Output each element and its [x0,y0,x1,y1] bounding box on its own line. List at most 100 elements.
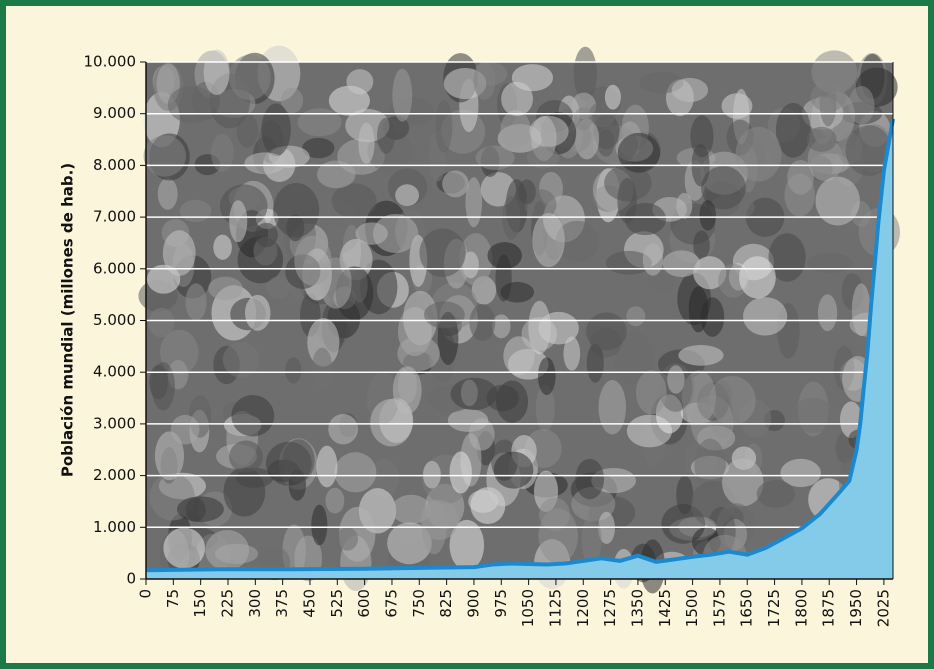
x-tick-label: 1500 [683,589,701,627]
photo-blob [839,401,863,439]
photo-blob [205,529,250,571]
photo-blob [604,84,621,110]
photo-blob [780,458,821,488]
photo-blob [597,129,615,157]
y-tick-label: 3.000 [93,414,136,432]
photo-blob [203,49,230,95]
y-tick-label: 5.000 [93,311,136,329]
photo-blob [775,103,811,158]
x-tick-label: 375 [273,589,291,618]
photo-blob [254,222,278,248]
photo-blob [157,178,178,210]
photo-blob [469,304,496,342]
x-tick-label: 0 [137,589,155,599]
photo-blob [694,438,726,491]
photo-blob [185,283,207,321]
photo-blob [372,214,419,253]
photo-blob [167,85,215,124]
x-tick-label: 1950 [847,589,865,627]
photo-blob [501,81,533,117]
photo-blob [261,103,291,157]
x-tick-label: 1725 [765,589,783,627]
photo-blob [311,504,328,546]
photo-blob [701,166,746,210]
photo-blob [810,81,847,112]
photo-blob [538,508,579,564]
photo-blob [336,527,359,551]
photo-blob [208,276,243,301]
photo-blob [328,413,358,445]
photo-blob [518,179,536,205]
photo-blob [500,281,535,303]
photo-blob [699,200,717,231]
x-tick-label: 1200 [574,589,592,627]
photo-blob [316,445,338,488]
photo-blob [806,252,853,273]
photo-blob [143,135,187,177]
photo-blob [473,61,496,100]
photo-blob [325,487,345,514]
photo-blob [403,290,438,346]
photo-blob [422,460,441,489]
photo-blob [735,126,782,182]
photo-blob [815,176,860,226]
photo-blob [756,479,795,508]
y-tick-label: 0 [126,570,136,588]
x-tick-label: 1650 [738,589,756,627]
y-tick-label: 6.000 [93,259,136,277]
photo-blob [377,117,395,154]
photo-blob [273,182,320,238]
photo-blob [229,440,263,473]
photo-blob [460,379,478,407]
photo-blob [334,452,377,493]
y-tick-label: 1.000 [93,518,136,536]
photo-blob [163,527,206,569]
photo-blob [722,458,764,507]
y-tick-label: 4.000 [93,363,136,381]
photo-blob [693,230,710,260]
photo-blob [502,195,521,240]
y-tick-label: 9.000 [93,104,136,122]
photo-blob [791,397,835,433]
photo-blob [532,212,565,268]
x-tick-label: 1275 [601,589,619,627]
photo-blob [159,329,199,375]
y-tick-label: 2.000 [93,466,136,484]
photo-blob [575,458,605,500]
photo-blob [528,300,551,355]
x-tick-label: 1425 [656,589,674,627]
photo-background [138,45,901,594]
photo-blob [162,230,196,276]
photo-blob [311,347,333,389]
x-tick-label: 1050 [519,589,537,627]
x-tick-label: 1350 [628,589,646,627]
photo-blob [817,294,838,332]
photo-blob [503,336,535,376]
x-tick-label: 75 [164,589,182,608]
photo-blob [635,370,667,415]
photo-blob [688,286,709,333]
photo-blob [346,69,374,95]
photo-blob [642,243,664,276]
x-tick-label: 150 [191,589,209,618]
photo-blob [442,170,469,198]
y-tick-label: 7.000 [93,208,136,226]
photo-blob [222,342,260,378]
photo-blob [302,137,335,159]
photo-blob [449,451,472,494]
x-tick-label: 825 [437,589,455,618]
photo-blob [626,306,646,327]
photo-blob [768,233,806,282]
photo-blob [449,519,485,571]
photo-blob [154,431,185,481]
photo-blob [742,297,788,336]
photo-blob [563,336,581,371]
photo-blob [176,496,224,522]
photo-blob [316,160,356,189]
photo-blob [244,152,286,175]
photo-blob [368,458,400,498]
photo-blob [739,256,776,299]
x-tick-label: 900 [464,589,482,618]
photo-blob [280,87,304,114]
